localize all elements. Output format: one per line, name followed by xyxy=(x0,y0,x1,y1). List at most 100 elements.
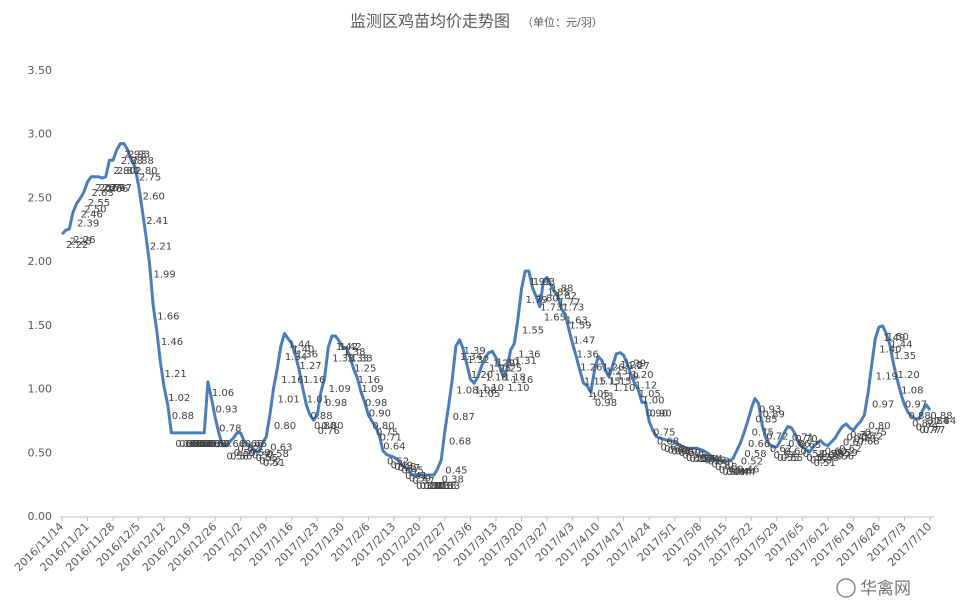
data-label: 0.62 xyxy=(237,444,259,455)
data-label: 0.52 xyxy=(259,457,281,468)
data-label: 1.28 xyxy=(620,360,642,371)
data-label: 0.45 xyxy=(719,466,741,477)
data-label: 2.25 xyxy=(70,236,92,247)
data-label: 0.57 xyxy=(252,450,274,461)
data-label: 2.80 xyxy=(135,166,157,177)
data-label: 0.49 xyxy=(391,461,413,472)
data-label: 0.80 xyxy=(274,421,296,432)
data-label: 2.21 xyxy=(150,241,172,252)
data-label: 0.66 xyxy=(175,439,197,450)
data-label: 1.93 xyxy=(529,277,551,288)
data-label: 0.97 xyxy=(872,399,894,410)
data-label: 1.29 xyxy=(493,359,515,370)
data-label: 0.55 xyxy=(806,453,828,464)
data-label: 0.72 xyxy=(861,431,883,442)
data-label: 1.33 xyxy=(347,354,369,365)
data-label: 1.42 xyxy=(336,342,358,353)
data-label: 0.80 xyxy=(868,421,890,432)
data-label: 1.16 xyxy=(281,375,303,386)
data-label: 0.80 xyxy=(314,421,336,432)
data-label: 1.79 xyxy=(526,295,548,306)
data-label: 0.93 xyxy=(216,404,238,415)
data-label: 1.08 xyxy=(901,385,923,396)
data-label: 0.77 xyxy=(919,425,941,436)
data-label: 0.97 xyxy=(905,399,927,410)
data-label: 0.78 xyxy=(219,424,241,435)
data-label: 0.33 xyxy=(431,481,453,492)
data-label: 0.84 xyxy=(934,416,956,427)
data-label: 2.93 xyxy=(124,150,146,161)
data-label: 0.63 xyxy=(270,443,292,454)
data-label: 1.19 xyxy=(876,371,898,382)
data-label: 0.55 xyxy=(781,453,803,464)
data-label: 0.53 xyxy=(810,455,832,466)
data-label: 0.62 xyxy=(839,444,861,455)
data-label: 0.33 xyxy=(434,481,456,492)
y-tick-label: 0.00 xyxy=(28,510,53,523)
data-label: 0.45 xyxy=(445,466,467,477)
data-label: 0.73 xyxy=(850,430,872,441)
data-label: 2.80 xyxy=(113,166,135,177)
data-label: 1.05 xyxy=(478,389,500,400)
data-label: 1.08 xyxy=(474,385,496,396)
data-label: 1.20 xyxy=(898,370,920,381)
data-label: 0.38 xyxy=(442,475,464,486)
y-tick-label: 0.50 xyxy=(28,446,53,459)
data-label: 1.08 xyxy=(456,385,478,396)
data-label: 1.40 xyxy=(879,345,901,356)
data-label: 1.26 xyxy=(602,362,624,373)
data-label: 0.37 xyxy=(412,476,434,487)
data-label: 1.05 xyxy=(588,389,610,400)
data-label: 0.90 xyxy=(646,408,668,419)
watermark-icon xyxy=(836,578,856,598)
data-label: 1.82 xyxy=(555,291,577,302)
data-label: 0.62 xyxy=(770,444,792,455)
price-line xyxy=(60,142,932,477)
data-label: 0.88 xyxy=(908,411,930,422)
data-label: 0.93 xyxy=(759,404,781,415)
data-label: 0.66 xyxy=(208,439,230,450)
chart-subtitle: （单位：元/羽） xyxy=(522,15,603,29)
data-label: 0.85 xyxy=(755,415,777,426)
data-label: 2.80 xyxy=(117,166,139,177)
data-label: 0.60 xyxy=(675,447,697,458)
data-label: 0.55 xyxy=(686,453,708,464)
data-label: 1.33 xyxy=(350,354,372,365)
data-label: 1.18 xyxy=(504,373,526,384)
chart-title: 监测区鸡苗均价走势图 xyxy=(350,12,510,31)
data-label: 0.60 xyxy=(671,447,693,458)
data-label: 0.47 xyxy=(398,463,420,474)
data-label: 0.66 xyxy=(788,439,810,450)
data-label: 1.99 xyxy=(154,269,176,280)
data-label: 1.65 xyxy=(544,313,566,324)
data-label: 1.00 xyxy=(642,396,664,407)
data-label: 0.54 xyxy=(701,454,723,465)
data-label: 0.60 xyxy=(784,447,806,458)
data-label: 0.68 xyxy=(449,436,471,447)
data-label: 0.45 xyxy=(402,466,424,477)
data-label: 1.06 xyxy=(212,388,234,399)
data-label: 1.34 xyxy=(460,352,482,363)
data-label: 0.56 xyxy=(226,452,248,463)
data-label: 0.98 xyxy=(365,398,387,409)
data-label: 1.27 xyxy=(299,361,321,372)
data-label: 1.02 xyxy=(168,393,190,404)
data-label: 0.55 xyxy=(777,453,799,464)
data-label: 0.33 xyxy=(427,481,449,492)
data-label: 0.53 xyxy=(704,455,726,466)
data-label: 1.32 xyxy=(467,355,489,366)
data-label: 0.57 xyxy=(828,450,850,461)
data-label: 1.88 xyxy=(551,283,573,294)
data-label: 1.01 xyxy=(278,394,300,405)
data-label: 0.52 xyxy=(387,457,409,468)
data-label: 0.48 xyxy=(715,462,737,473)
data-label: 0.88 xyxy=(930,411,952,422)
data-label: 0.44 xyxy=(726,467,748,478)
data-label: 1.35 xyxy=(894,351,916,362)
data-label: 1.15 xyxy=(598,376,620,387)
data-label: 0.87 xyxy=(453,412,475,423)
data-label: 1.25 xyxy=(489,364,511,375)
data-label: 1.29 xyxy=(624,359,646,370)
data-label: 1.40 xyxy=(292,345,314,356)
data-label: 0.70 xyxy=(795,434,817,445)
